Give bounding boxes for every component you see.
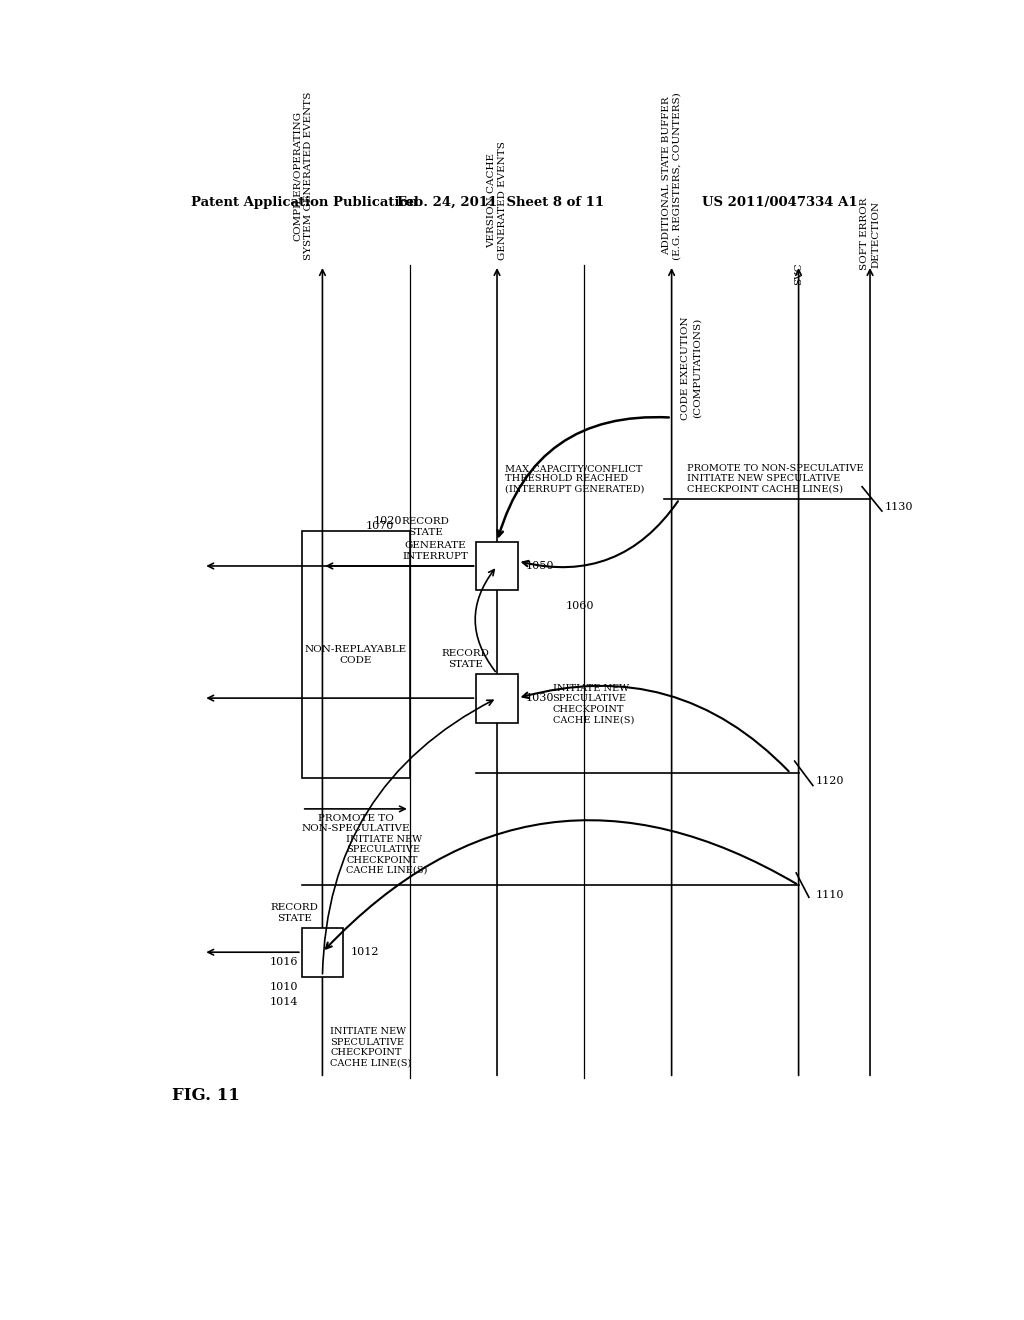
Text: RECORD
STATE: RECORD STATE	[270, 903, 318, 923]
Bar	[302, 928, 343, 977]
Text: SOFT ERROR
DETECTION: SOFT ERROR DETECTION	[860, 198, 880, 271]
Text: US 2011/0047334 A1: US 2011/0047334 A1	[702, 195, 858, 209]
Text: RECORD
STATE: RECORD STATE	[441, 649, 489, 669]
Text: COMPILER/OPERATING
SYSTEM GENERATED EVENTS: COMPILER/OPERATING SYSTEM GENERATED EVEN…	[293, 91, 312, 260]
Text: 1020: 1020	[374, 516, 401, 527]
Text: INITIATE NEW
SPECULATIVE
CHECKPOINT
CACHE LINE(S): INITIATE NEW SPECULATIVE CHECKPOINT CACH…	[346, 834, 428, 875]
Text: 1130: 1130	[885, 502, 912, 512]
Text: MAX CAPACITY/CONFLICT
THRESHOLD REACHED
(INTERRUPT GENERATED): MAX CAPACITY/CONFLICT THRESHOLD REACHED …	[505, 465, 644, 494]
Text: VERSION CACHE
GENERATED EVENTS: VERSION CACHE GENERATED EVENTS	[487, 141, 507, 260]
Bar	[476, 673, 518, 722]
Bar	[476, 541, 518, 590]
Text: FIG. 11: FIG. 11	[172, 1088, 240, 1104]
Text: 1030: 1030	[525, 693, 554, 704]
Text: SVC: SVC	[794, 263, 803, 285]
Text: 1070: 1070	[366, 521, 393, 532]
Bar	[302, 532, 410, 779]
Text: CODE EXECUTION
(COMPUTATIONS): CODE EXECUTION (COMPUTATIONS)	[681, 315, 701, 420]
Text: 1014: 1014	[269, 997, 298, 1007]
Text: INITIATE NEW
SPECULATIVE
CHECKPOINT
CACHE LINE(S): INITIATE NEW SPECULATIVE CHECKPOINT CACH…	[331, 1027, 412, 1068]
Text: 1012: 1012	[351, 948, 380, 957]
Text: 1110: 1110	[816, 890, 845, 900]
Text: RECORD
STATE: RECORD STATE	[401, 517, 450, 536]
Text: Patent Application Publication: Patent Application Publication	[191, 195, 418, 209]
Text: PROMOTE TO NON-SPECULATIVE
INITIATE NEW SPECULATIVE
CHECKPOINT CACHE LINE(S): PROMOTE TO NON-SPECULATIVE INITIATE NEW …	[687, 465, 864, 494]
Text: 1120: 1120	[816, 776, 845, 787]
Text: 1050: 1050	[525, 561, 554, 572]
Text: 1010: 1010	[269, 982, 298, 991]
Text: Feb. 24, 2011  Sheet 8 of 11: Feb. 24, 2011 Sheet 8 of 11	[397, 195, 604, 209]
Text: 1060: 1060	[565, 601, 594, 611]
Text: INITIATE NEW
SPECULATIVE
CHECKPOINT
CACHE LINE(S): INITIATE NEW SPECULATIVE CHECKPOINT CACH…	[553, 684, 634, 725]
Text: NON-REPLAYABLE
CODE: NON-REPLAYABLE CODE	[305, 645, 407, 665]
Text: ADDITIONAL STATE BUFFER
(E.G. REGISTERS, COUNTERS): ADDITIONAL STATE BUFFER (E.G. REGISTERS,…	[662, 92, 682, 260]
Text: 1016: 1016	[269, 957, 298, 968]
Text: PROMOTE TO
NON-SPECULATIVE: PROMOTE TO NON-SPECULATIVE	[301, 814, 410, 833]
Text: GENERATE
INTERRUPT: GENERATE INTERRUPT	[402, 541, 468, 561]
